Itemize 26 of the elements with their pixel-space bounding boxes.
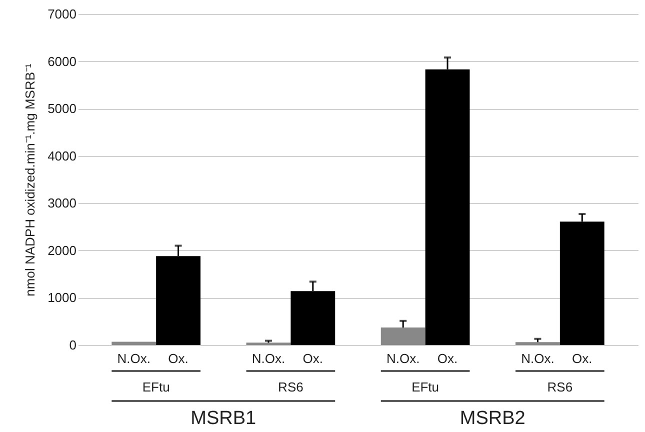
- y-tick-label: 0: [69, 338, 76, 352]
- text: N.Ox.: [252, 351, 286, 366]
- text: MSRB2: [460, 408, 526, 429]
- text: N.Ox.: [386, 351, 420, 366]
- x-tick-label: RS6: [278, 380, 304, 394]
- y-tick-label: 7000: [48, 6, 76, 22]
- text: Ox.: [572, 351, 592, 366]
- series-label: N.Ox.: [117, 351, 150, 366]
- x-tick-label: EFtu: [412, 380, 440, 394]
- y-tick-label: 6000: [48, 54, 76, 69]
- y-tick-label: 4000: [48, 148, 76, 164]
- series-label: Ox.: [168, 351, 188, 366]
- text: N.Ox.: [521, 351, 554, 366]
- bar: [516, 342, 560, 345]
- text: Ox.: [437, 351, 458, 366]
- y-tick-label: 5000: [48, 101, 76, 116]
- x-tick-label: RS6: [547, 380, 573, 394]
- text: MSRB1: [190, 408, 256, 429]
- bar: [380, 328, 426, 345]
- y-tick-label: 3000: [48, 196, 76, 211]
- y-axis-title: nmol NADPH oxidized.min⁻¹.mg MSRB⁻¹: [22, 63, 38, 296]
- y-tick-label: 1000: [48, 290, 76, 306]
- text: Ox.: [302, 351, 324, 366]
- y-tick-label: 2000: [48, 242, 76, 258]
- bar: [112, 342, 156, 345]
- x-tick-label: EFtu: [142, 380, 170, 394]
